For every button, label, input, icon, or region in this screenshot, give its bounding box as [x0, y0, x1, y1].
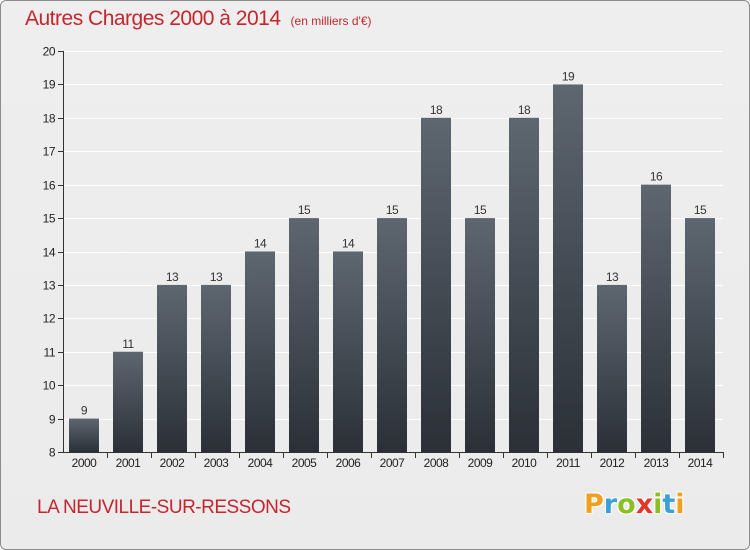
bar [641, 184, 671, 452]
y-tick-label: 17 [43, 145, 56, 159]
place-name: LA NEUVILLE-SUR-RESSONS [37, 497, 291, 518]
bar [113, 351, 143, 452]
x-tick-label: 2001 [116, 456, 142, 470]
bar [465, 218, 495, 452]
x-tick-label: 2014 [688, 456, 714, 470]
y-tick-label: 8 [49, 446, 56, 460]
y-tick-label: 9 [49, 413, 56, 427]
bar [69, 418, 99, 452]
x-tick-label: 2000 [72, 456, 98, 470]
bar-value-label: 15 [474, 203, 487, 217]
y-tick-label: 11 [44, 346, 56, 360]
y-tick-label: 20 [43, 45, 56, 59]
bar [509, 117, 539, 452]
logo-letter: i [653, 489, 663, 520]
bar-value-label: 18 [518, 103, 531, 117]
x-tick-label: 2013 [644, 456, 670, 470]
bar [685, 218, 715, 452]
x-tick-label: 2010 [512, 456, 538, 470]
chart-subtitle: (en milliers d'€) [290, 14, 372, 28]
bar-value-label: 18 [430, 103, 443, 117]
y-tick-label: 19 [43, 78, 56, 92]
bar [157, 284, 187, 452]
chart-title-text: Autres Charges 2000 à 2014 [25, 7, 281, 30]
bar [245, 251, 275, 452]
y-tick-label: 12 [43, 312, 56, 326]
bar [597, 284, 627, 452]
axes: 8 9 10 11 12 13 14 15 16 17 18 19 20 2000 2001 2002 2003… [43, 45, 724, 470]
chart-title: Autres Charges 2000 à 2014 (en milliers d… [25, 7, 372, 31]
y-tick-label: 10 [43, 379, 56, 393]
y-tick-label: 18 [43, 112, 56, 126]
x-tick-label: 2002 [160, 456, 186, 470]
bar-value-label: 19 [562, 69, 575, 83]
bar [553, 84, 583, 453]
logo-letter: o [617, 489, 636, 520]
y-tick-label: 13 [43, 279, 56, 293]
bar [289, 218, 319, 452]
bar [377, 218, 407, 452]
bar-value-label: 13 [210, 270, 223, 284]
x-tick-label: 2011 [556, 456, 581, 470]
x-tick-label: 2008 [424, 456, 450, 470]
bar-value-label: 14 [254, 237, 267, 251]
x-tick-label: 2005 [292, 456, 318, 470]
bar-value-label: 15 [386, 203, 399, 217]
data-labels: 9 11 13 13 14 15 14 15 18 15 18 19 13 16 15 [81, 69, 708, 418]
proxiti-logo[interactable]: Proxiti [584, 489, 685, 520]
bar-value-label: 13 [606, 270, 619, 284]
bar-value-label: 14 [342, 237, 355, 251]
y-tick-label: 16 [43, 179, 56, 193]
logo-letter: t [662, 489, 676, 520]
logo-letter: r [603, 489, 618, 520]
x-tick-label: 2003 [204, 456, 230, 470]
bar-value-label: 13 [166, 270, 179, 284]
bar-value-label: 15 [694, 203, 707, 217]
bar [333, 251, 363, 452]
y-tick-label: 15 [43, 212, 56, 226]
bar-value-label: 16 [650, 170, 663, 184]
logo-letter: x [635, 489, 654, 520]
bar [421, 117, 451, 452]
x-tick-label: 2004 [248, 456, 274, 470]
x-tick-label: 2012 [600, 456, 626, 470]
bar-value-label: 9 [81, 404, 88, 418]
logo-letter: P [584, 489, 604, 520]
bar-value-label: 15 [298, 203, 311, 217]
logo-letter: i [675, 489, 685, 520]
x-tick-label: 2006 [336, 456, 362, 470]
bar [201, 284, 231, 452]
x-tick-label: 2007 [380, 456, 406, 470]
x-tick-label: 2009 [468, 456, 494, 470]
bars [69, 84, 715, 453]
bar-value-label: 11 [122, 337, 134, 351]
y-tick-label: 14 [43, 246, 56, 260]
